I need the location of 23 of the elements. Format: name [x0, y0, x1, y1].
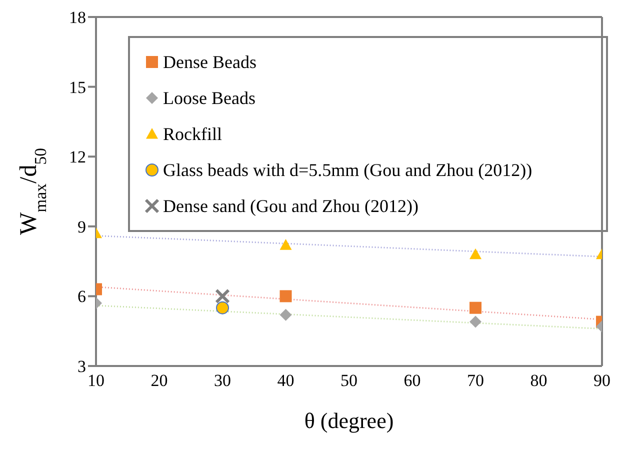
legend-label: Dense Beads — [163, 52, 256, 72]
x-tick-label: 70 — [467, 371, 484, 390]
y-tick-label: 12 — [69, 148, 86, 167]
x-tick-label: 10 — [88, 371, 104, 390]
x-tick-label: 30 — [214, 371, 231, 390]
x-tick-label: 80 — [530, 371, 548, 390]
x-tick-label: 20 — [150, 371, 168, 390]
y-tick-label: 18 — [69, 8, 86, 28]
y-tick-label: 6 — [78, 287, 86, 306]
legend-label: Rockfill — [163, 124, 222, 144]
x-tick-label: 40 — [277, 371, 294, 390]
x-tick-label: 50 — [340, 371, 358, 390]
x-axis-title: θ (degree) — [304, 408, 394, 433]
y-tick-label: 9 — [78, 217, 86, 236]
point — [216, 301, 229, 314]
y-tick-label: 3 — [78, 357, 86, 376]
x-tick-label: 60 — [404, 371, 421, 390]
legend-label: Dense sand (Gou and Zhou (2012)) — [163, 196, 418, 216]
legend-label: Loose Beads — [163, 88, 256, 108]
legend-label: Glass beads with d=5.5mm (Gou and Zhou (2012)) — [163, 160, 532, 180]
x-tick-label: 90 — [594, 371, 610, 390]
y-tick-label: 15 — [69, 78, 86, 97]
point — [215, 288, 230, 304]
